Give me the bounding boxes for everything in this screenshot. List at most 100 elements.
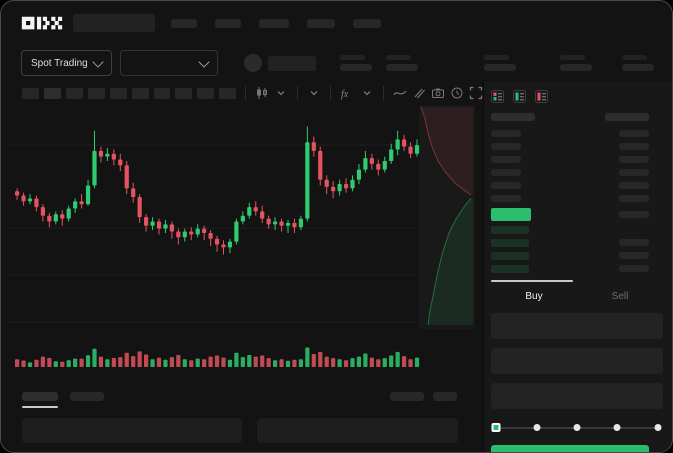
order-form: [491, 313, 663, 409]
ask-row[interactable]: [491, 192, 649, 205]
order-input-skeleton[interactable]: [491, 313, 663, 339]
slider-stop-100pct[interactable]: [654, 424, 662, 431]
chevron-down-icon[interactable]: [359, 86, 373, 101]
timeframe-chip-skeleton[interactable]: [65, 87, 83, 99]
bottom-tab-active[interactable]: [22, 391, 58, 408]
bid-row[interactable]: [491, 223, 649, 236]
trade-tabs: Buy Sell: [491, 283, 663, 309]
bids-only-icon[interactable]: [513, 89, 526, 103]
timeframe-chip-skeleton[interactable]: [109, 87, 127, 99]
toolbar-divider: [382, 86, 384, 100]
timeframe-chip-skeleton[interactable]: [87, 87, 105, 99]
bid-row[interactable]: [491, 249, 649, 262]
order-input-skeleton[interactable]: [491, 383, 663, 409]
ticker-stat-skeleton: [559, 55, 592, 71]
ticker-stat-skeleton: [621, 55, 654, 71]
bid-price-skeleton: [491, 264, 529, 273]
nav-item-skeleton[interactable]: [259, 18, 289, 28]
ask-row[interactable]: [491, 166, 649, 179]
combined-book-icon[interactable]: [491, 89, 504, 103]
slider-stop-0pct[interactable]: [491, 423, 501, 432]
nav-item-skeleton[interactable]: [171, 18, 197, 28]
toolbar-divider: [245, 86, 247, 100]
candle-style-icon[interactable]: [255, 86, 269, 101]
camera-icon[interactable]: [431, 86, 445, 101]
nav-item-skeleton[interactable]: [215, 18, 241, 28]
history-clock-icon[interactable]: [450, 86, 464, 101]
candlestick-chart-svg: [9, 105, 475, 367]
active-tab-indicator: [491, 280, 573, 282]
timeframe-chip-skeleton[interactable]: [219, 87, 237, 99]
nav-item-skeleton[interactable]: [353, 18, 381, 28]
ask-price-skeleton: [491, 156, 521, 163]
tab-buy[interactable]: Buy: [525, 290, 543, 302]
bottom-panels: [1, 408, 483, 443]
bid-price-skeleton: [491, 225, 529, 234]
toolbar-divider: [330, 86, 332, 100]
orderbook-header: [491, 109, 649, 125]
ask-amount-skeleton: [619, 130, 649, 137]
market-dropdown[interactable]: [119, 50, 218, 76]
ask-price-skeleton: [491, 130, 521, 137]
amount-column-header-skeleton: [605, 113, 649, 121]
orders-panel-skeleton[interactable]: [22, 418, 242, 443]
bottom-right-control[interactable]: [390, 391, 424, 401]
sub-header: Spot Trading: [1, 45, 672, 81]
bid-amount-skeleton: [619, 239, 649, 246]
timeframe-chip-skeleton[interactable]: [175, 87, 193, 99]
ticker-stats: [316, 55, 654, 71]
ask-amount-skeleton: [619, 143, 649, 150]
timeframe-chip-skeleton[interactable]: [131, 87, 149, 99]
bid-price-skeleton: [491, 251, 529, 260]
amount-slider[interactable]: [491, 417, 662, 439]
ask-row[interactable]: [491, 179, 649, 192]
fullscreen-icon[interactable]: [469, 86, 483, 101]
bottom-tab[interactable]: [70, 391, 104, 401]
chevron-down-icon: [92, 55, 104, 68]
ask-row[interactable]: [491, 127, 649, 140]
order-input-skeleton[interactable]: [491, 348, 663, 374]
ask-amount-skeleton: [619, 195, 649, 202]
line-style-icon[interactable]: [393, 86, 407, 101]
spot-trading-selector[interactable]: Spot Trading: [21, 50, 112, 76]
timeframe-chip-skeleton[interactable]: [22, 87, 39, 99]
ask-price-skeleton: [491, 182, 521, 189]
price-chart[interactable]: [9, 105, 483, 382]
tab-sell[interactable]: Sell: [611, 290, 629, 302]
buy-submit-button[interactable]: [491, 445, 649, 452]
ask-row[interactable]: [491, 140, 649, 153]
coin-avatar: [243, 54, 262, 72]
ask-row[interactable]: [491, 153, 649, 166]
nav-item-skeleton[interactable]: [307, 18, 335, 28]
top-header: [1, 1, 672, 45]
spot-trading-label: Spot Trading: [31, 57, 88, 69]
trade-sidebar: Buy Sell: [483, 81, 672, 452]
pair-name-skeleton: [267, 55, 316, 71]
chevron-down-icon[interactable]: [274, 86, 288, 101]
draw-icon[interactable]: [412, 86, 426, 101]
slider-stop-50pct[interactable]: [573, 424, 581, 431]
last-price-badge[interactable]: [491, 207, 531, 221]
slider-stop-25pct[interactable]: [533, 424, 541, 431]
bottom-right-control[interactable]: [433, 391, 457, 401]
bid-price-skeleton: [491, 238, 529, 247]
header-search-skeleton[interactable]: [73, 14, 155, 32]
ask-amount-skeleton: [619, 169, 649, 176]
ask-price-skeleton: [491, 143, 521, 150]
chevron-down-icon[interactable]: [307, 86, 321, 101]
asks-only-icon[interactable]: [535, 89, 548, 103]
timeframe-chip-skeleton[interactable]: [43, 87, 61, 99]
history-panel-skeleton[interactable]: [257, 418, 458, 443]
indicator-fx-icon[interactable]: fx: [340, 86, 354, 101]
timeframe-chip-skeleton[interactable]: [153, 87, 171, 99]
main-area: fx: [1, 81, 672, 452]
slider-stop-75pct[interactable]: [613, 424, 621, 431]
ticker-stat-skeleton: [339, 55, 372, 71]
timeframe-chip-skeleton[interactable]: [197, 87, 215, 99]
orderbook-bids: [491, 223, 663, 275]
toolbar-divider: [297, 86, 299, 100]
header-nav: [171, 18, 381, 28]
bid-row[interactable]: [491, 262, 649, 275]
okx-logo: [21, 16, 63, 29]
bid-row[interactable]: [491, 236, 649, 249]
